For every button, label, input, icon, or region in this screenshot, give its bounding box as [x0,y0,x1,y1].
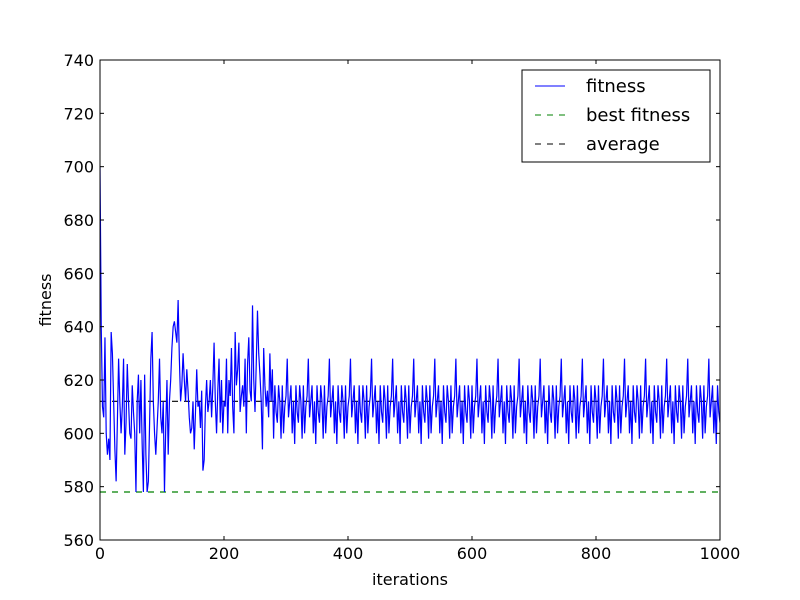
y-tick-label: 640 [63,318,94,337]
y-tick-label: 660 [63,264,94,283]
legend: fitness best fitness average [522,70,710,162]
legend-label-best-fitness: best fitness [586,105,690,126]
y-tick-label: 620 [63,371,94,390]
x-tick-label: 1000 [700,544,741,563]
y-tick-label: 720 [63,104,94,123]
y-tick-label: 600 [63,424,94,443]
y-tick-label: 740 [63,51,94,70]
x-tick-label: 200 [209,544,240,563]
y-tick-label: 580 [63,478,94,497]
x-tick-label: 800 [581,544,612,563]
y-axis-label: fitness [36,273,55,326]
x-tick-label: 0 [95,544,105,563]
x-tick-label: 400 [333,544,364,563]
y-tick-label: 560 [63,531,94,550]
x-axis-label: iterations [372,570,448,589]
legend-label-fitness: fitness [586,76,646,97]
y-tick-label: 700 [63,158,94,177]
y-tick-label: 680 [63,211,94,230]
legend-label-average: average [586,134,660,155]
x-tick-label: 600 [457,544,488,563]
